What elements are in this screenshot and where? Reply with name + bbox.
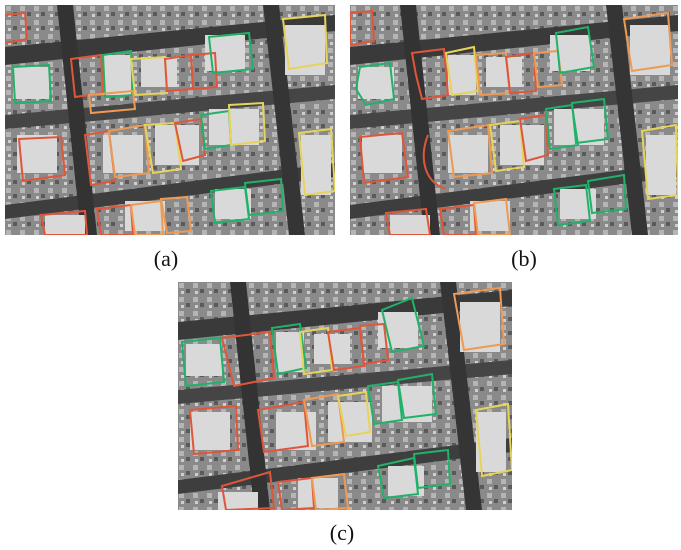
road <box>440 282 482 510</box>
road <box>5 15 335 65</box>
caption-c: (c) <box>329 520 355 545</box>
road <box>606 5 648 235</box>
aerial-image-panel-c <box>178 282 512 510</box>
road <box>5 85 335 129</box>
road <box>178 290 512 340</box>
road <box>350 15 678 65</box>
road <box>263 5 305 235</box>
road <box>178 360 512 404</box>
road <box>230 282 270 510</box>
road <box>57 5 97 235</box>
road <box>350 85 678 129</box>
caption-b: (b) <box>511 246 537 271</box>
caption-a: (a) <box>153 246 179 271</box>
aerial-image-panel-b <box>350 5 678 235</box>
aerial-image-panel-a <box>5 5 335 235</box>
